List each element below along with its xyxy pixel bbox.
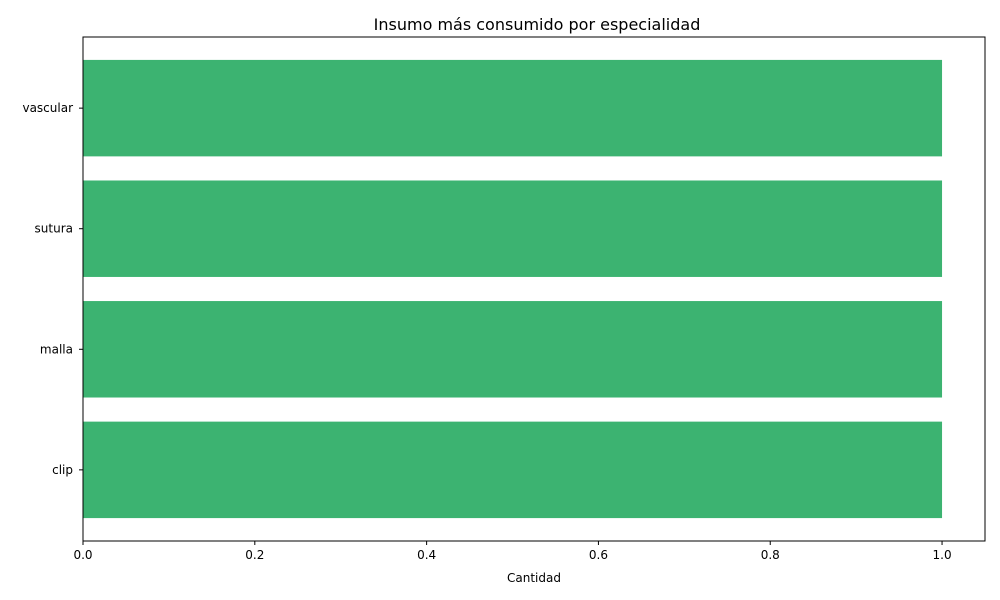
y-tick-label: sutura: [35, 222, 73, 236]
x-tick-label: 0.4: [417, 548, 436, 562]
x-tick-label: 0.2: [245, 548, 264, 562]
y-tick-label: vascular: [22, 101, 73, 115]
x-tick-label: 0.8: [761, 548, 780, 562]
y-tick-label: clip: [52, 463, 73, 477]
x-tick-label: 0.0: [73, 548, 92, 562]
bar-malla: [83, 301, 943, 398]
bar-sutura: [83, 180, 943, 277]
x-tick-label: 0.6: [589, 548, 608, 562]
bar-vascular: [83, 59, 943, 157]
bar-clip: [83, 421, 943, 519]
bars-group: [83, 59, 943, 519]
x-axis-label: Cantidad: [507, 571, 561, 585]
plot-frame: [82, 36, 986, 542]
x-axis: 0.0 0.2 0.4 0.6 0.8 1.0: [73, 541, 952, 562]
x-tick-label: 1.0: [933, 548, 952, 562]
y-axis: clip malla sutura vascular: [22, 101, 83, 477]
chart-title: Insumo más consumido por especialidad: [374, 15, 701, 34]
y-tick-label: malla: [40, 342, 73, 356]
